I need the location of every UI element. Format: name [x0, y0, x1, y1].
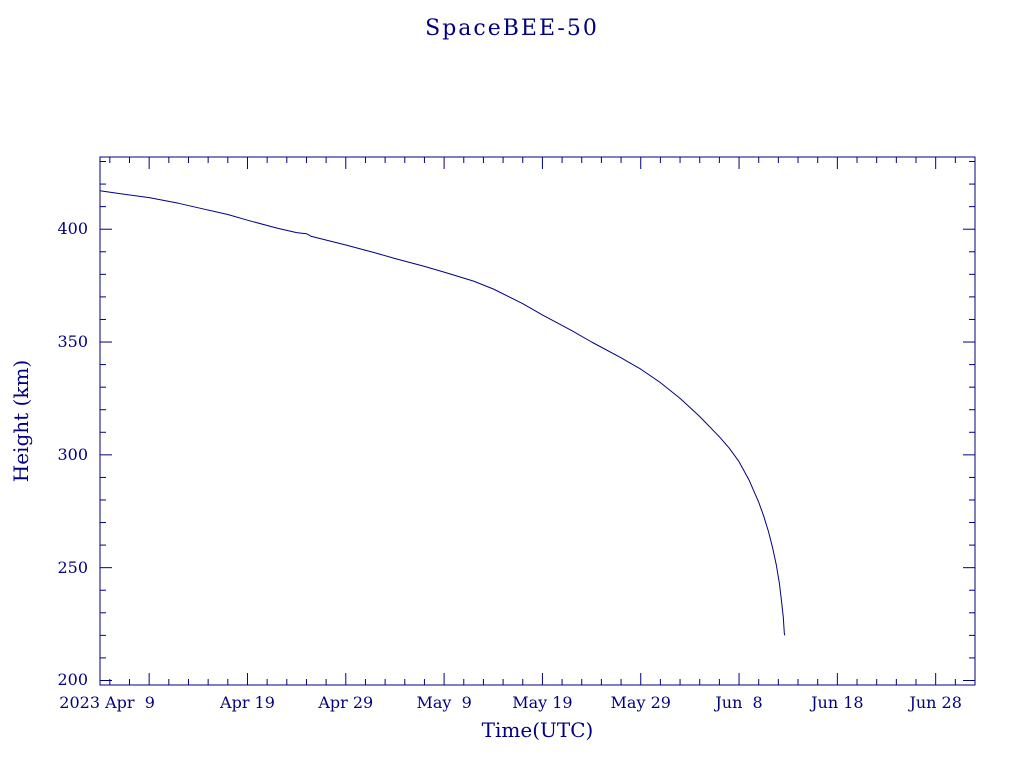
x-tick-label: May 29: [610, 693, 671, 712]
y-tick-label: 350: [57, 332, 88, 352]
x-tick-label: Apr 29: [318, 693, 374, 712]
x-tick-label: May 19: [512, 693, 573, 712]
x-tick-label: Jun 8: [715, 693, 763, 712]
axis-frame: [99, 156, 976, 686]
y-tick-label: 400: [57, 219, 88, 239]
y-tick-label: 250: [57, 557, 88, 577]
x-tick-label: Jun 18: [811, 693, 864, 712]
decay-curve: [99, 190, 786, 636]
x-tick-label: May 9: [416, 693, 472, 712]
x-tick-label: Jun 28: [909, 693, 962, 712]
y-tick-label: 300: [57, 444, 88, 464]
x-axis-label: Time(UTC): [481, 718, 594, 742]
chart-title: SpaceBEE-50: [425, 16, 599, 41]
y-tick-label: 200: [57, 670, 88, 690]
x-tick-label: 2023 Apr 9: [59, 693, 155, 712]
x-tick-label: Apr 19: [220, 693, 275, 712]
